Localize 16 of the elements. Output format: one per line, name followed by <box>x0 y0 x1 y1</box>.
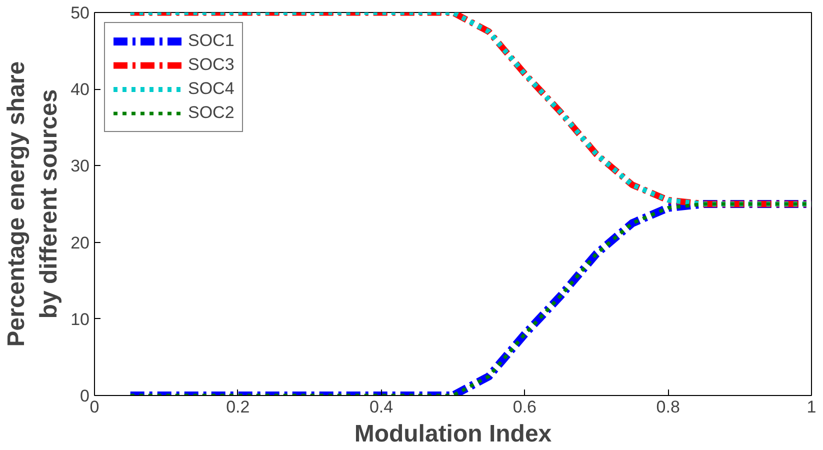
y-tick-label: 10 <box>70 310 90 329</box>
x-axis-title: Modulation Index <box>354 420 552 448</box>
x-tick-label: 0.4 <box>369 398 394 416</box>
y-tick-label: 50 <box>70 4 90 22</box>
x-tick-label: 0.2 <box>226 398 250 416</box>
x-tick-label: 0.6 <box>512 398 537 416</box>
x-tick-label: 0.8 <box>656 398 680 416</box>
legend-label: SOC3 <box>188 55 234 75</box>
legend-label: SOC2 <box>188 103 234 123</box>
y-tick-label: 40 <box>70 80 90 100</box>
y-tick-label: 30 <box>70 156 90 176</box>
x-tick-label: 1 <box>806 398 816 416</box>
legend-label: SOC1 <box>188 31 234 51</box>
y-axis-title: Percentage energy share by different sources <box>3 61 63 347</box>
legend-label: SOC4 <box>188 79 234 99</box>
y-tick-label: 20 <box>70 233 90 252</box>
